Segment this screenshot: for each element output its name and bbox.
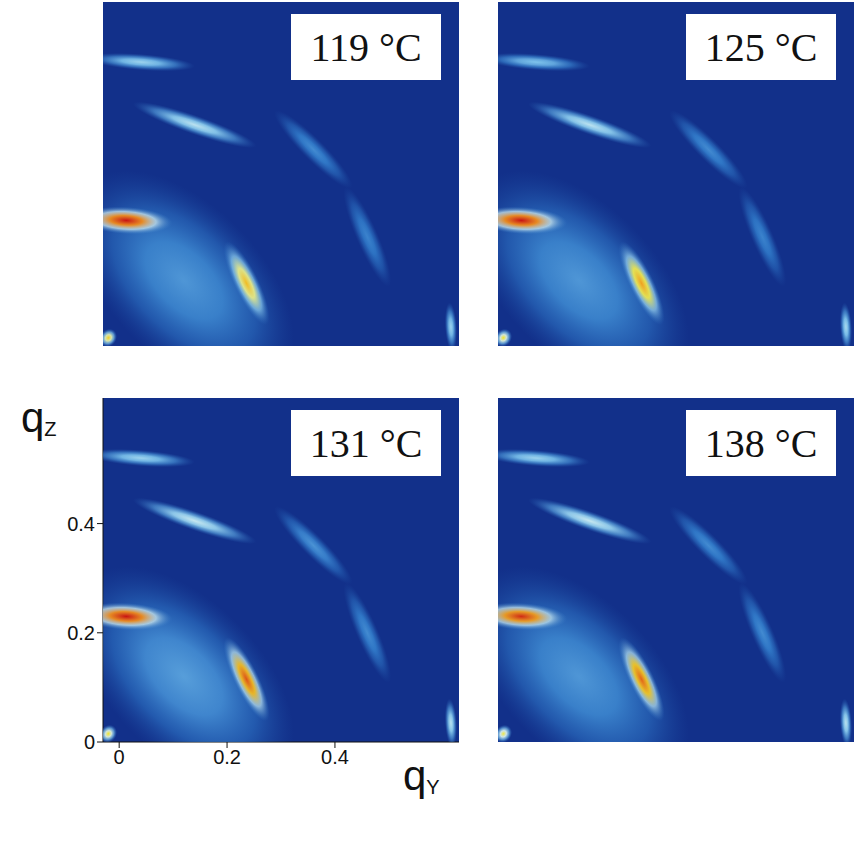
svg-text:0: 0 [84, 731, 95, 753]
html-text:q: q [21, 394, 45, 441]
svg-text:0: 0 [114, 746, 125, 768]
html-text:Z: Z [44, 418, 57, 441]
html-text:Y: Y [426, 776, 440, 799]
html-text:q: q [403, 752, 427, 799]
html-text:125 °C: 125 °C [704, 24, 818, 70]
html-text:119 °C: 119 °C [310, 24, 422, 70]
svg-text:0.4: 0.4 [321, 746, 349, 768]
html-text:131 °C: 131 °C [309, 420, 423, 466]
html-text:138 °C: 138 °C [704, 420, 818, 466]
svg-text:0.4: 0.4 [67, 513, 95, 535]
svg-text:0.2: 0.2 [67, 622, 95, 644]
svg-text:0.2: 0.2 [213, 746, 241, 768]
